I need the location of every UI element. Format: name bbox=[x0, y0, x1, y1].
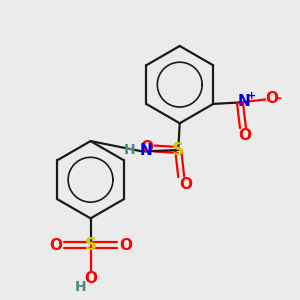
Text: S: S bbox=[172, 141, 184, 159]
Text: O: O bbox=[265, 92, 278, 106]
Text: O: O bbox=[49, 238, 62, 253]
Text: O: O bbox=[140, 140, 154, 154]
Text: N: N bbox=[139, 142, 152, 158]
Text: O: O bbox=[179, 177, 192, 192]
Text: +: + bbox=[247, 91, 256, 101]
Text: H: H bbox=[74, 280, 86, 294]
Text: O: O bbox=[119, 238, 132, 253]
Text: H: H bbox=[123, 143, 135, 157]
Text: -: - bbox=[276, 92, 281, 105]
Text: N: N bbox=[238, 94, 251, 110]
Text: O: O bbox=[238, 128, 251, 142]
Text: S: S bbox=[85, 236, 97, 254]
Text: O: O bbox=[84, 271, 97, 286]
